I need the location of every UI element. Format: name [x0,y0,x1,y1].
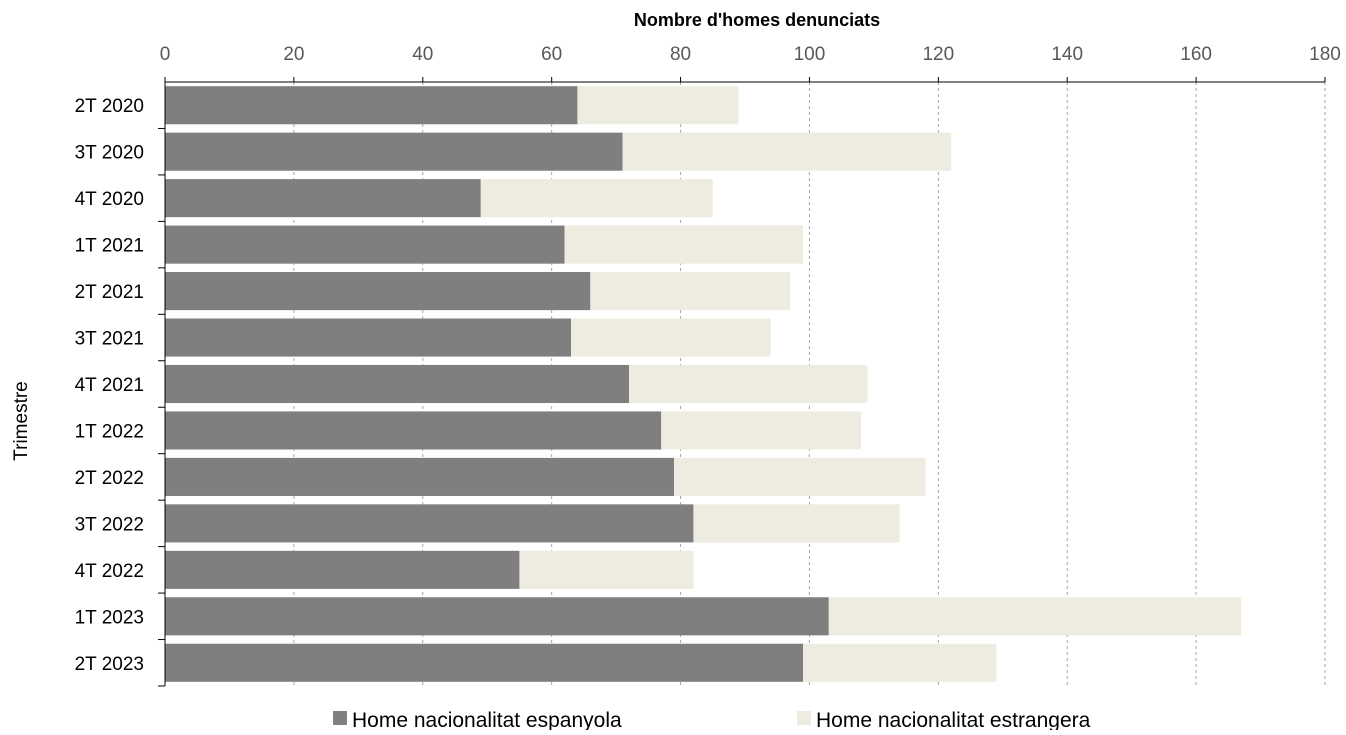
bar-espanyola [165,457,675,496]
axes [164,81,1325,686]
bar-espanyola [165,225,565,264]
x-tick-label: 160 [1180,44,1212,65]
legend-label: Home nacionalitat estrangera [816,709,1091,730]
bar-estrangera [571,318,771,357]
x-tick-label: 80 [670,44,691,65]
y-tick-label: 4T 2021 [75,375,144,396]
bar-espanyola [165,86,578,125]
bar-estrangera [622,132,952,171]
bar-espanyola [165,318,571,357]
bar-estrangera [590,272,791,311]
y-tick-label: 2T 2021 [75,282,144,303]
bar-estrangera [629,364,868,404]
x-tick-label: 100 [794,44,826,65]
bar-espanyola [165,643,803,682]
y-tick-label: 4T 2022 [75,561,144,582]
x-axis-title: Nombre d'homes denunciats [634,10,880,30]
x-tick-label: 40 [412,44,433,65]
bar-espanyola [165,504,694,543]
y-tick-label: 2T 2022 [75,468,144,489]
bar-estrangera [480,179,713,218]
x-tick-label: 120 [922,44,954,65]
legend-swatch [797,711,811,725]
bar-espanyola [165,364,629,404]
y-tick-label: 2T 2023 [75,654,144,675]
x-tick-label: 0 [160,44,171,65]
bar-estrangera [674,457,926,496]
bar-espanyola [165,272,591,311]
y-tick-label: 2T 2020 [75,96,144,117]
x-tick-label: 60 [541,44,562,65]
bar-estrangera [661,411,861,450]
bar-espanyola [165,179,481,218]
y-tick-label: 3T 2021 [75,329,144,350]
x-tick-label: 140 [1051,44,1083,65]
y-tick-label: 3T 2020 [75,143,144,164]
x-tick-labels: 0 20 40 60 80 100 120 140 160 180 [160,44,1341,82]
y-tick-label: 1T 2021 [75,236,144,257]
bar-estrangera [519,550,694,589]
legend: Home nacionalitat espanyola Home nacional… [333,709,1091,732]
bar-espanyola [165,550,520,589]
y-tick-labels: 2T 2020 3T 2020 4T 2020 1T 2021 2T 2021 3T 20… [75,96,165,687]
bar-espanyola [165,597,829,636]
bar-estrangera [577,86,739,125]
y-tick-label: 1T 2022 [75,421,144,442]
x-tick-label: 180 [1309,44,1341,65]
bar-estrangera [828,597,1242,636]
y-tick-label: 3T 2022 [75,514,144,535]
bar-estrangera [693,504,900,543]
legend-swatch [333,711,347,725]
bar-estrangera [564,225,803,264]
x-tick-label: 20 [283,44,304,65]
y-axis-title: Trimestre [11,381,32,461]
bars [165,86,1242,682]
y-tick-label: 1T 2023 [75,607,144,628]
y-tick-label: 4T 2020 [75,189,144,210]
bar-espanyola [165,132,623,171]
legend-label: Home nacionalitat espanyola [352,709,622,730]
bar-estrangera [803,643,997,682]
bar-espanyola [165,411,662,450]
